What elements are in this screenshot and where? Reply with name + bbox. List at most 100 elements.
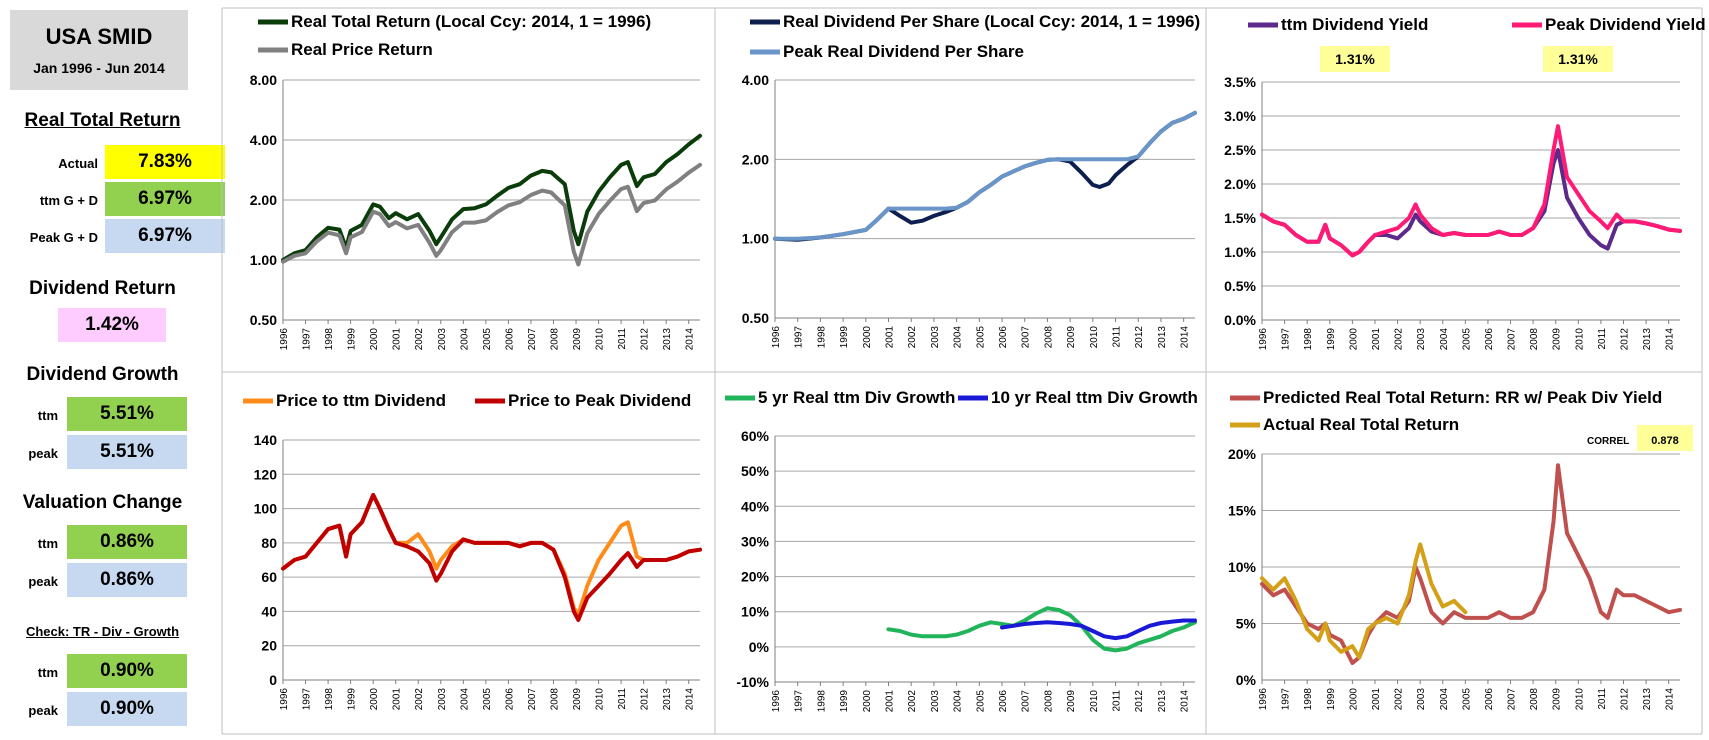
y-tick-label: 0.50 bbox=[250, 312, 277, 328]
chart-dividend-yield: 3.5% 3.0% 2.5% 2.0% 1.5% 1.0% 0.5% 0.0%1996 1997… bbox=[1224, 15, 1706, 350]
y-tick-label: 30% bbox=[741, 533, 770, 549]
x-tick-label: 2004 bbox=[953, 690, 964, 713]
row-label-ttm-gd: ttm G + D bbox=[39, 193, 98, 208]
y-tick-label: 1.00 bbox=[742, 231, 769, 247]
x-tick-label: 2011 bbox=[1112, 326, 1123, 348]
x-tick-label: 2000 bbox=[862, 326, 873, 349]
x-tick-label: 2013 bbox=[1642, 688, 1653, 711]
x-tick-label: 2008 bbox=[549, 328, 560, 351]
x-tick-label: 2011 bbox=[617, 688, 628, 710]
legend-label: Predicted Real Total Return: RR w/ Peak … bbox=[1263, 388, 1662, 407]
row-label-check-peak: peak bbox=[28, 703, 58, 718]
x-tick-label: 2006 bbox=[504, 688, 515, 711]
x-tick-label: 2006 bbox=[504, 328, 515, 351]
y-tick-label: 20% bbox=[1228, 446, 1257, 462]
x-tick-label: 1997 bbox=[1281, 688, 1292, 711]
series-line-1 bbox=[1260, 463, 1682, 665]
x-tick-label: 2006 bbox=[1484, 328, 1495, 351]
x-tick-label: 2008 bbox=[1529, 688, 1540, 711]
y-tick-label: 100 bbox=[254, 501, 278, 517]
market-title: USA SMID bbox=[45, 24, 153, 49]
x-tick-label: 2014 bbox=[1180, 690, 1191, 713]
x-tick-label: 2011 bbox=[1597, 328, 1608, 350]
y-tick-label: -10% bbox=[736, 674, 769, 690]
value-peak-gd: 6.97% bbox=[105, 219, 225, 253]
x-tick-label: 1996 bbox=[1258, 328, 1269, 351]
x-tick-label: 1999 bbox=[839, 690, 850, 713]
x-tick-label: 2007 bbox=[1507, 688, 1518, 711]
y-tick-label: 8.00 bbox=[250, 72, 277, 88]
valuation-change-heading: Valuation Change bbox=[22, 492, 183, 513]
y-tick-label: 4.00 bbox=[742, 72, 769, 88]
x-tick-label: 2013 bbox=[662, 328, 673, 351]
legend-label: Price to Peak Dividend bbox=[508, 391, 691, 410]
value-dg-ttm: 5.51% bbox=[67, 397, 187, 431]
legend-label: Peak Real Dividend Per Share bbox=[783, 42, 1024, 61]
y-tick-label: 20 bbox=[261, 638, 277, 654]
y-tick-label: 5% bbox=[1236, 616, 1257, 632]
x-tick-label: 2007 bbox=[1021, 326, 1032, 349]
x-tick-label: 1999 bbox=[1326, 328, 1337, 351]
correl-box bbox=[1637, 425, 1693, 451]
y-tick-label: 2.00 bbox=[250, 192, 277, 208]
row-label-dg-ttm: ttm bbox=[37, 408, 58, 423]
x-tick-label: 2012 bbox=[1134, 326, 1145, 349]
y-tick-label: 0.0% bbox=[1224, 312, 1256, 328]
legend-label: Real Dividend Per Share (Local Ccy: 2014… bbox=[783, 12, 1200, 31]
x-tick-label: 2000 bbox=[862, 690, 873, 713]
x-tick-label: 2008 bbox=[1043, 326, 1054, 349]
value-dg-peak: 5.51% bbox=[67, 435, 187, 469]
y-tick-label: 80 bbox=[261, 535, 277, 551]
x-tick-label: 2007 bbox=[1021, 690, 1032, 713]
yield-value: 1.31% bbox=[1558, 51, 1598, 67]
x-tick-label: 2014 bbox=[1180, 326, 1191, 349]
x-tick-label: 2000 bbox=[369, 328, 380, 351]
x-tick-label: 2006 bbox=[998, 326, 1009, 349]
y-tick-label: 120 bbox=[254, 466, 278, 482]
x-tick-label: 1996 bbox=[771, 690, 782, 713]
period-label: Jan 1996 - Jun 2014 bbox=[33, 60, 165, 76]
x-tick-label: 2004 bbox=[953, 326, 964, 349]
y-tick-label: 0 bbox=[269, 672, 277, 688]
x-tick-label: 2002 bbox=[414, 688, 425, 711]
x-tick-label: 2010 bbox=[1574, 688, 1585, 711]
x-tick-label: 2000 bbox=[1348, 328, 1359, 351]
x-tick-label: 2005 bbox=[1461, 688, 1472, 711]
dividend-return-heading: Dividend Return bbox=[29, 278, 176, 299]
y-tick-label: 40% bbox=[741, 498, 770, 514]
x-tick-label: 1997 bbox=[302, 688, 313, 711]
y-tick-label: 40 bbox=[261, 603, 277, 619]
x-tick-label: 1996 bbox=[771, 326, 782, 349]
x-tick-label: 2013 bbox=[662, 688, 673, 711]
series-line-1 bbox=[281, 133, 702, 262]
x-tick-label: 2008 bbox=[1529, 328, 1540, 351]
x-tick-label: 2012 bbox=[1134, 690, 1145, 713]
x-tick-label: 1999 bbox=[1326, 688, 1337, 711]
x-tick-label: 2005 bbox=[1461, 328, 1472, 351]
x-tick-label: 2009 bbox=[1066, 326, 1077, 349]
x-tick-label: 1996 bbox=[279, 688, 290, 711]
value-check-peak: 0.90% bbox=[67, 692, 187, 726]
x-tick-label: 2010 bbox=[1574, 328, 1585, 351]
x-tick-label: 2012 bbox=[1620, 688, 1631, 711]
x-tick-label: 2011 bbox=[617, 328, 628, 350]
x-tick-label: 1996 bbox=[1258, 688, 1269, 711]
y-tick-label: 4.00 bbox=[250, 132, 277, 148]
x-tick-label: 2010 bbox=[1089, 326, 1100, 349]
y-tick-label: 1.5% bbox=[1224, 210, 1256, 226]
series-line-2 bbox=[1260, 124, 1682, 258]
x-tick-label: 2008 bbox=[1043, 690, 1054, 713]
x-tick-label: 2001 bbox=[885, 690, 896, 713]
yield-value-box bbox=[1543, 46, 1613, 72]
x-tick-label: 2004 bbox=[459, 328, 470, 351]
x-tick-label: 2010 bbox=[1089, 690, 1100, 713]
x-tick-label: 2003 bbox=[930, 690, 941, 713]
x-tick-label: 2000 bbox=[1348, 688, 1359, 711]
correl-label: CORREL bbox=[1587, 436, 1629, 447]
x-tick-label: 2004 bbox=[1439, 688, 1450, 711]
x-tick-label: 2013 bbox=[1157, 326, 1168, 349]
x-tick-label: 2009 bbox=[572, 688, 583, 711]
x-tick-label: 2009 bbox=[1066, 690, 1077, 713]
value-actual: 7.83% bbox=[105, 145, 225, 179]
